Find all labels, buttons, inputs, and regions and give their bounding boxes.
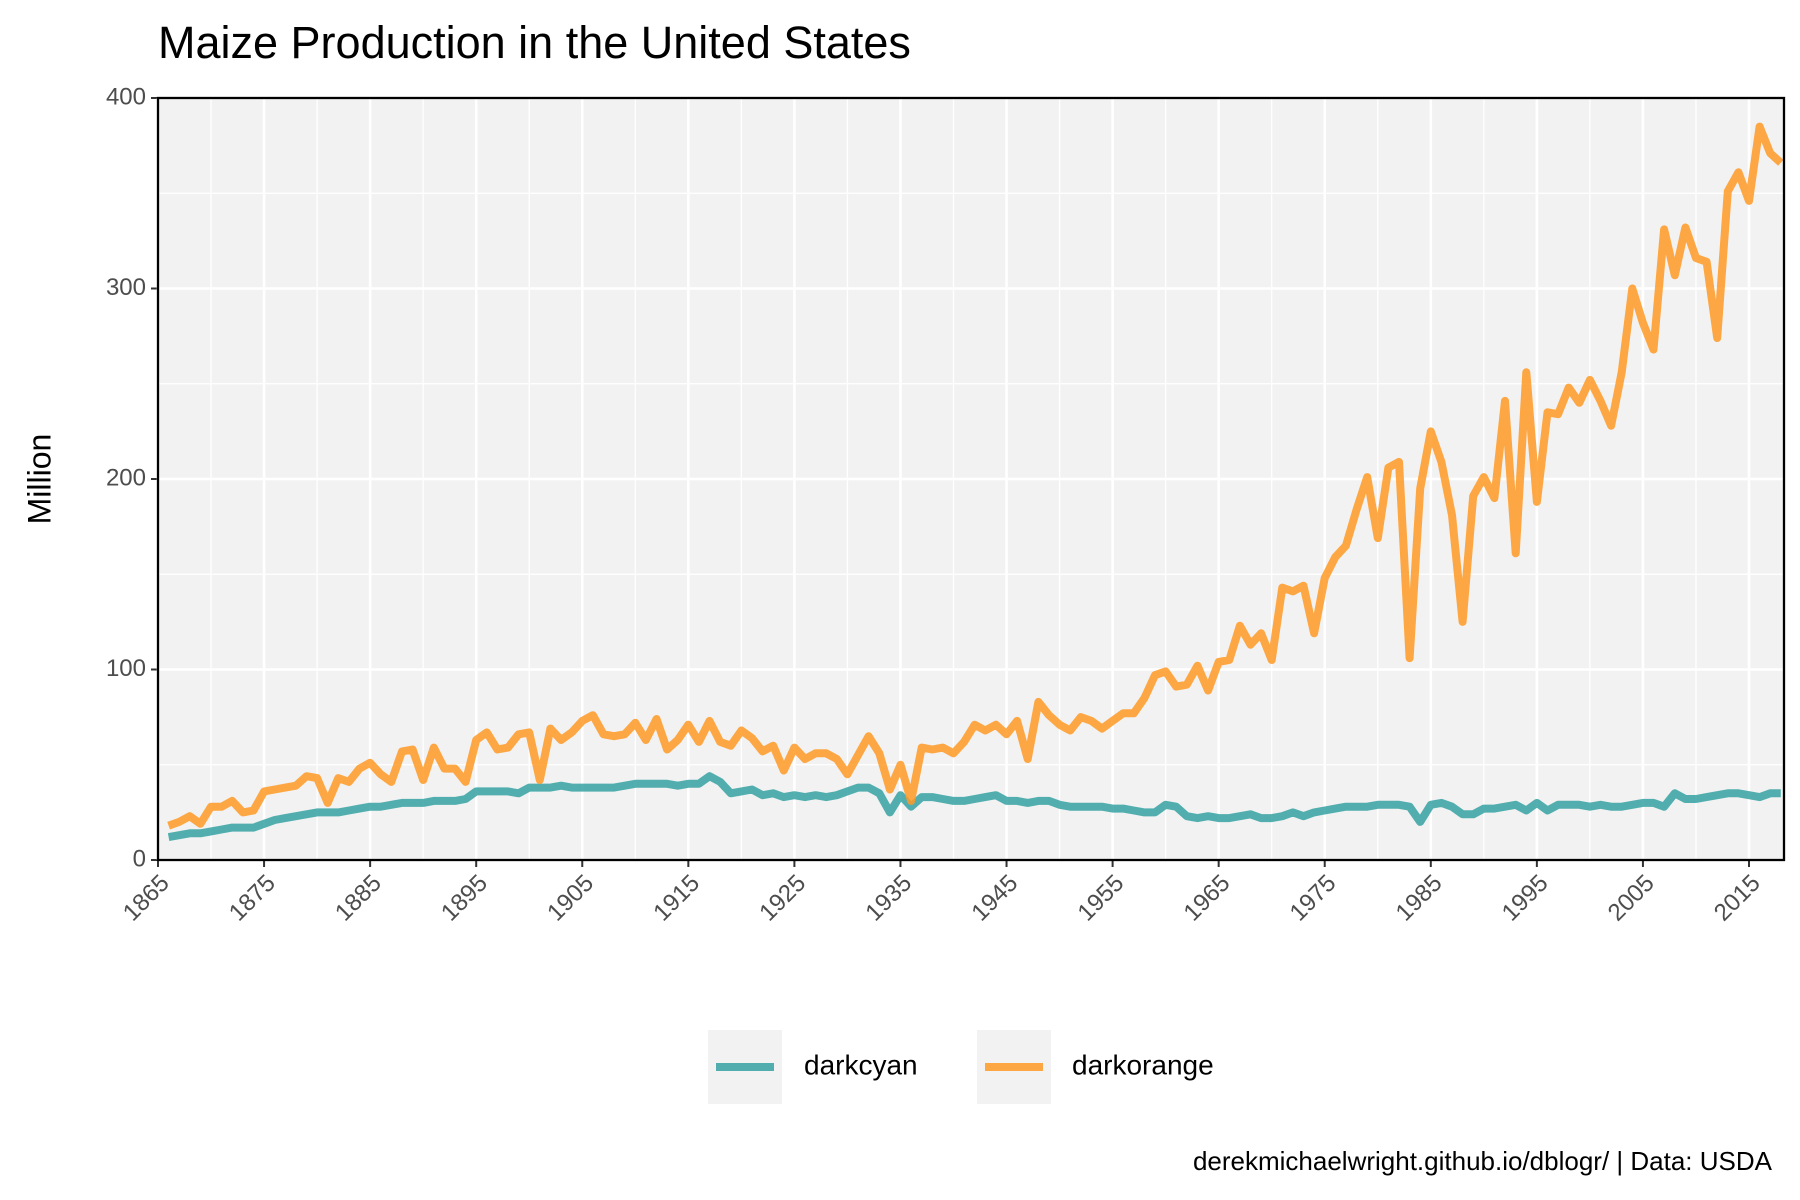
x-tick-label: 1885: [330, 870, 387, 927]
x-tick-label: 1945: [966, 870, 1023, 927]
data-line: [167, 122, 1784, 830]
x-tick-label: 1875: [224, 870, 281, 927]
x-tick-label: 1955: [1072, 870, 1129, 927]
x-tick-label: 1925: [754, 870, 811, 927]
y-tick-label: 300: [106, 274, 146, 301]
x-tick-label: 2015: [1709, 870, 1766, 927]
x-tick-label: 1905: [542, 870, 599, 927]
y-tick-label: 100: [106, 655, 146, 682]
y-axis-label: Million: [21, 434, 57, 525]
legend-label: darkorange: [1072, 1049, 1214, 1080]
x-tick-label: 1995: [1497, 870, 1554, 927]
x-tick-label: 2005: [1603, 870, 1660, 927]
y-tick-label: 400: [106, 83, 146, 110]
data-line: [167, 772, 1781, 842]
y-tick-label: 0: [133, 845, 146, 872]
x-tick-label: 1935: [860, 870, 917, 927]
chart-title: Maize Production in the United States: [158, 17, 911, 68]
x-tick-label: 1915: [648, 870, 705, 927]
y-tick-label: 200: [106, 464, 146, 491]
x-tick-label: 1975: [1285, 870, 1342, 927]
x-tick-label: 1865: [118, 870, 175, 927]
plot-border: [156, 96, 1786, 862]
legend-label: darkcyan: [804, 1049, 918, 1080]
x-tick-label: 1965: [1179, 870, 1236, 927]
caption: derekmichaelwright.github.io/dblogr/ | D…: [1193, 1146, 1773, 1176]
x-tick-label: 1895: [436, 870, 493, 927]
x-tick-label: 1985: [1391, 870, 1448, 927]
